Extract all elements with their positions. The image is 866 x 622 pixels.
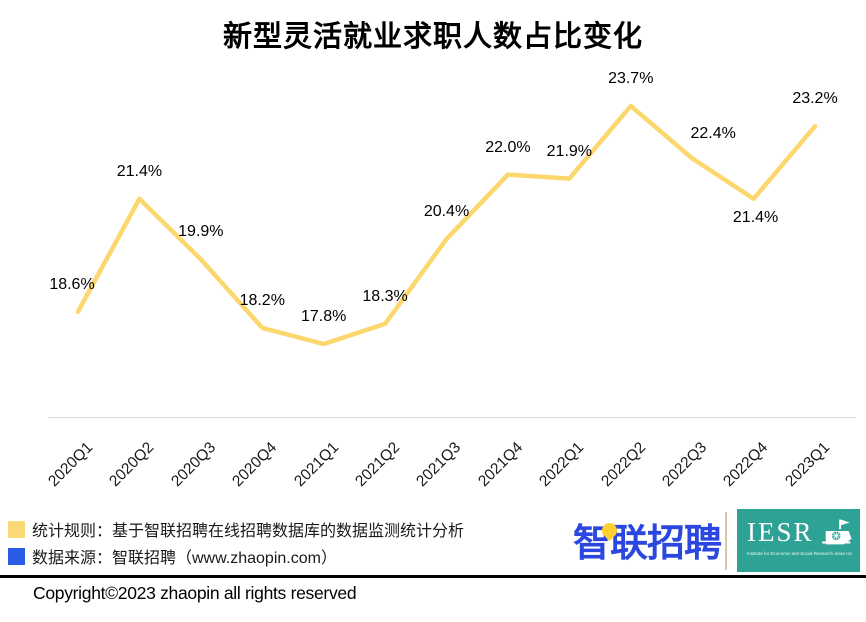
- data-label-2022Q2: 23.7%: [608, 70, 654, 87]
- legend-swatch-blue: [8, 547, 25, 565]
- trend-line-plot: [75, 103, 818, 347]
- data-label-2021Q1: 17.8%: [300, 308, 347, 325]
- iesr-subtext: Institute for Economic and Social Resear…: [747, 551, 852, 556]
- data-label-2020Q2: 21.4%: [116, 162, 163, 180]
- data-label-2020Q3: 19.9%: [178, 223, 224, 241]
- trend-line: [75, 103, 818, 347]
- logo-divider: [725, 512, 727, 570]
- bottom-divider-line: [0, 575, 866, 578]
- data-label-2020Q4: 18.2%: [239, 291, 285, 309]
- data-label-2021Q4: 22.0%: [485, 138, 531, 156]
- data-label-2022Q1: 21.9%: [546, 142, 593, 160]
- chart-title: 新型灵活就业求职人数占比变化: [222, 21, 643, 53]
- legend-row-stat-rule: 统计规则：基于智联招聘在线招聘数据库的数据监测统计分析: [8, 517, 464, 541]
- copyright-text: Copyright©2023 zhaopin all rights reserv…: [33, 583, 357, 603]
- data-label-2020Q1: 18.6%: [49, 275, 95, 293]
- x-axis-line: [48, 417, 856, 418]
- iesr-logo: IESR Institute for Economic and Social R…: [737, 509, 860, 572]
- data-label-2021Q3: 20.4%: [423, 203, 470, 221]
- legend-text-stat-rule: 统计规则：基于智联招聘在线招聘数据库的数据监测统计分析: [32, 523, 465, 540]
- data-label-2022Q4: 21.4%: [732, 208, 779, 226]
- legend-row-data-source: 数据来源：智联招聘（www.zhaopin.com）: [8, 544, 337, 568]
- data-label-2022Q3: 22.4%: [690, 125, 736, 143]
- zhaopin-logo: 智联招聘: [573, 518, 722, 570]
- iesr-acronym: IESR: [747, 517, 814, 547]
- data-label-2023Q1: 23.2%: [792, 90, 838, 108]
- ship-icon: [821, 519, 852, 545]
- zhaopin-logo-text: 智联招聘: [573, 523, 722, 565]
- data-label-2021Q2: 18.3%: [362, 287, 408, 305]
- legend-text-data-source: 数据来源：智联招聘（www.zhaopin.com）: [32, 550, 337, 567]
- legend-swatch-yellow: [8, 520, 25, 538]
